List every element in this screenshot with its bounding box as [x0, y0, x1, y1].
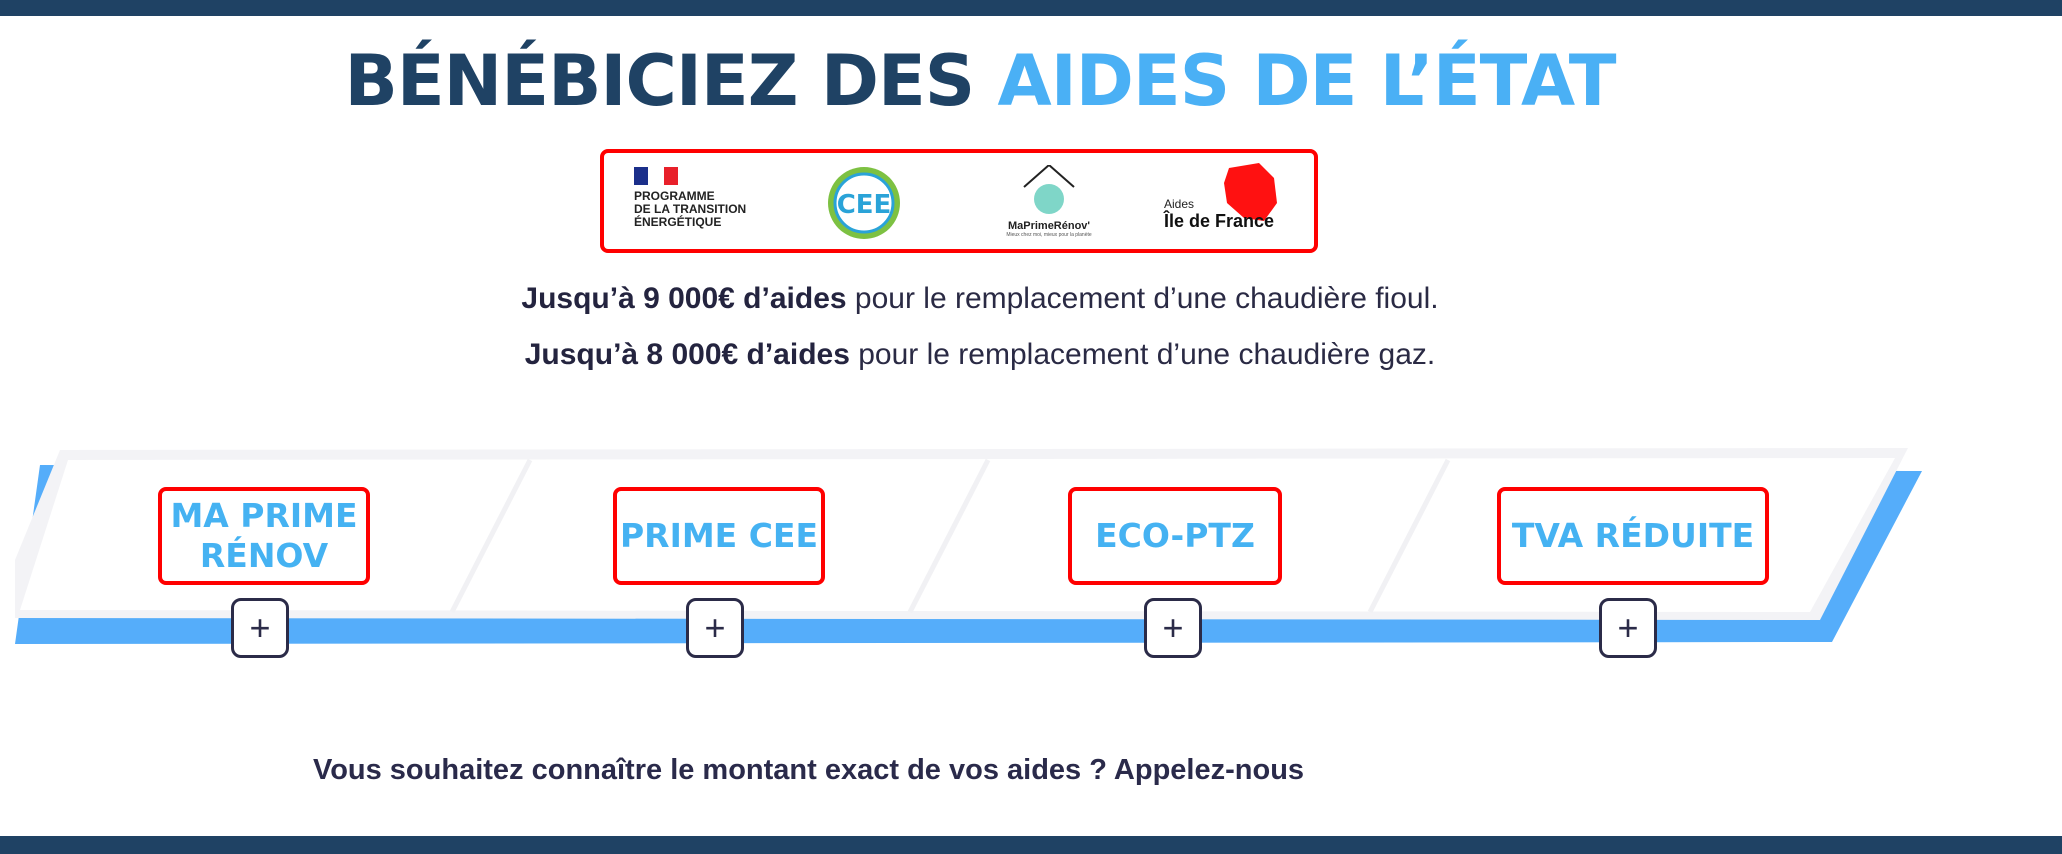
- expand-prime-cee-button[interactable]: +: [686, 598, 744, 658]
- programme-transition-energetique-logo: PROGRAMME DE LA TRANSITION ÉNERGÉTIQUE: [634, 165, 774, 245]
- ribbon-divider: [449, 458, 533, 614]
- svg-text:CEE: CEE: [837, 190, 892, 220]
- call-to-action-text: Vous souhaitez connaître le montant exac…: [313, 754, 1305, 786]
- top-bar: [0, 0, 2062, 16]
- title-part-2: AIDES DE L’ÉTAT: [997, 40, 1617, 122]
- ribbon-divider: [907, 458, 991, 614]
- page-title: BÉNÉBICIEZ DES AIDES DE L’ÉTAT: [0, 40, 1960, 122]
- aids-ribbon: [15, 448, 1922, 644]
- aid-eco-ptz[interactable]: ECO-PTZ: [1068, 487, 1282, 585]
- logos-panel: PROGRAMME DE LA TRANSITION ÉNERGÉTIQUE C…: [600, 149, 1318, 253]
- aides-ile-de-france-logo: Aides Île de France: [1164, 163, 1294, 245]
- aid-ma-prime-renov[interactable]: MA PRIME RÉNOV: [158, 487, 370, 585]
- aid-tva-reduite[interactable]: TVA RÉDUITE: [1497, 487, 1769, 585]
- bottom-bar: [0, 836, 2062, 854]
- expand-ma-prime-renov-button[interactable]: +: [231, 598, 289, 658]
- intro-line-2: Jusqu’à 8 000€ d’aides pour le remplacem…: [524, 338, 1436, 371]
- maprimerenov-logo: MaPrimeRénov' Mieux chez moi, mieux pour…: [994, 163, 1104, 245]
- aid-prime-cee[interactable]: PRIME CEE: [613, 487, 825, 585]
- french-flag-icon: [634, 167, 678, 185]
- expand-tva-reduite-button[interactable]: +: [1599, 598, 1657, 658]
- expand-eco-ptz-button[interactable]: +: [1144, 598, 1202, 658]
- intro-line-1: Jusqu’à 9 000€ d’aides pour le remplacem…: [521, 282, 1439, 315]
- ribbon-divider: [1367, 458, 1451, 614]
- cee-logo: CEE: [824, 165, 904, 245]
- title-part-1: BÉNÉBICIEZ DES: [344, 40, 998, 122]
- ribbon-panel: [20, 458, 1895, 612]
